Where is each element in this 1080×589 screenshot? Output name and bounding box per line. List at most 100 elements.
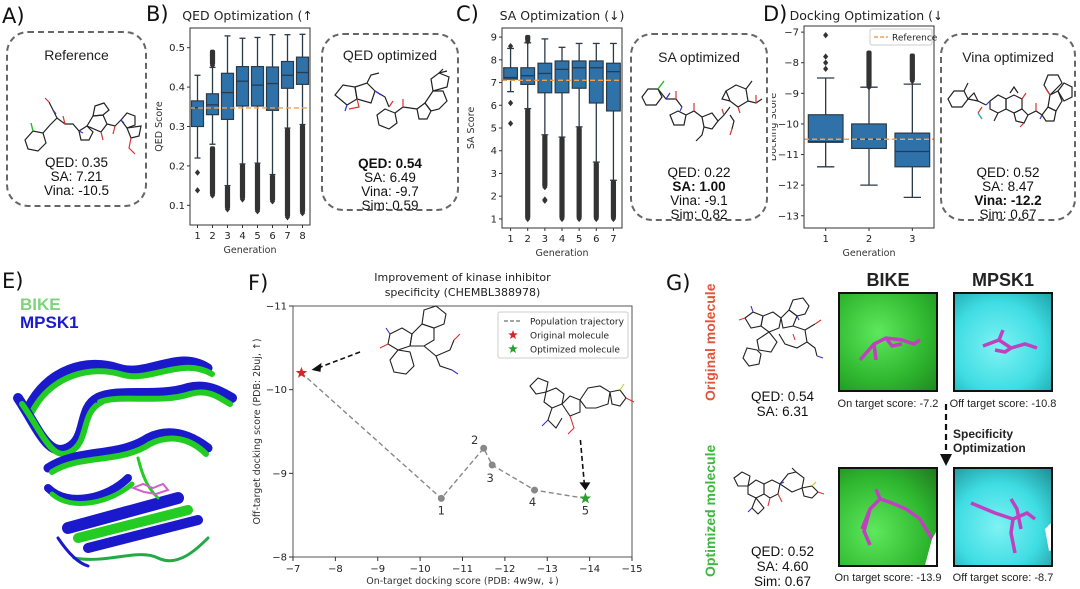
outlier-point: [269, 198, 276, 205]
y-tick-label: 8: [491, 55, 497, 66]
sa-optimized-stat-sim: Sim: 0.82: [670, 207, 728, 222]
outlier-point: [542, 197, 548, 204]
vina-optimized-stat-sa: SA: 8.47: [982, 179, 1034, 194]
x-tick-label: 5: [254, 231, 260, 242]
outlier-point: [823, 53, 829, 60]
outlier-cluster: [593, 162, 599, 219]
box-4: [235, 66, 250, 107]
outlier-point: [239, 196, 246, 203]
protein-legend: BIKE MPSK1: [20, 296, 79, 332]
panel-label-d: D): [763, 2, 788, 26]
box-5: [571, 60, 587, 89]
chart-title: QED Optimization (↑): [182, 8, 312, 23]
qed-optimized-stat-sa: SA: 6.49: [364, 170, 416, 185]
outlier-cluster: [209, 146, 216, 196]
x-tick-label: 6: [593, 234, 599, 245]
row-label-original: Original molecule: [702, 283, 718, 401]
reference-card: Reference QED: 0.35 SA: 7.21 Vina: -10.5: [6, 31, 147, 207]
x-tick-label: 1: [507, 234, 513, 245]
y-tick-label: 6: [491, 101, 497, 112]
y-tick-label: −8: [784, 58, 799, 69]
panel-label-a: A): [2, 4, 25, 28]
sa-optimized-stat-qed: QED: 0.22: [667, 165, 731, 180]
caption-optimized-off-target: Off target score: -8.7: [952, 572, 1054, 584]
oxygen-bond: [567, 397, 635, 435]
y-tick-label: 3: [491, 169, 497, 180]
qed-optimized-card: QED optimized QED: 0.54 SA: 6.49 Vina: -…: [321, 33, 459, 213]
outlier-point: [194, 169, 201, 176]
x-tick-label: 6: [269, 231, 275, 242]
vina-optimized-stat-qed: QED: 0.52: [976, 165, 1040, 180]
x-tick-label: −11: [452, 564, 473, 575]
plot-frame: [189, 27, 311, 226]
x-tick-label: 7: [610, 234, 616, 245]
optimized-molecule-inset: [529, 377, 635, 435]
y-tick-label: −7: [784, 28, 799, 39]
specificity-trajectory-chart: Improvement of kinase inhibitor specifici…: [252, 271, 643, 586]
reference-card-title: Reference: [44, 47, 109, 63]
box-6: [265, 66, 280, 111]
reference-stat-vina: Vina: -10.5: [43, 183, 110, 198]
y-tick-label: 9: [491, 33, 497, 44]
box-1: [503, 67, 519, 80]
outlier-point: [507, 99, 514, 107]
qed-optimized-stat-qed: QED: 0.54: [358, 156, 422, 171]
y-tick-label: 0.3: [169, 122, 185, 133]
original-stat-qed: QED: 0.54: [750, 389, 815, 404]
ligand-icon: [130, 482, 170, 496]
outlier-cluster: [542, 134, 548, 188]
nitrogen-bond: [541, 419, 549, 427]
row-label-optimized: Optimized molecule: [702, 444, 718, 577]
qed-optimized-card-title: QED optimized: [342, 47, 438, 63]
outlier-point: [823, 31, 829, 39]
point-label: 1: [438, 503, 445, 517]
sa-optimized-stat-vina: Vina: -9.1: [670, 193, 728, 208]
y-axis-label: SA Score: [466, 107, 477, 149]
box-5: [250, 66, 265, 107]
x-tick-label: −13: [537, 564, 558, 575]
outlier-cluster: [239, 163, 246, 200]
legend-label-optimized: Optimized molecule: [530, 346, 620, 356]
qed-optimized-molecule-structure: [334, 68, 450, 130]
x-tick-label: −7: [286, 564, 301, 575]
box-3: [220, 72, 235, 121]
x-tick-label: 2: [866, 234, 872, 245]
x-tick-label: −12: [494, 564, 515, 575]
y-tick-label: 0.4: [169, 83, 185, 94]
original-molecule-stats: QED: 0.54 SA: 6.31: [735, 389, 830, 419]
outlier-point: [254, 208, 261, 215]
y-tick-label: −9: [784, 89, 799, 100]
legend-box: [869, 28, 933, 46]
qed-optimized-stats: QED: 0.54 SA: 6.49 Vina: -9.7 Sim: 0.59: [323, 157, 457, 213]
trajectory-point-4: [531, 486, 539, 494]
legend-swatch-optimized: [508, 344, 518, 354]
outlier-cluster: [909, 53, 915, 82]
ring: [529, 377, 549, 395]
outlier-point: [576, 215, 582, 223]
point-label: 5: [582, 503, 589, 517]
reference-stat-sa: SA: 7.21: [50, 169, 103, 184]
optimized-stat-qed: QED: 0.52: [750, 544, 815, 559]
bike-optimized-pose-image: [838, 467, 938, 567]
legend-mpsk1: MPSK1: [20, 313, 79, 332]
vina-optimized-stat-sim: Sim: 0.67: [979, 207, 1037, 222]
y-axis-label: Off-target docking score (PDB: 2buj, ↑): [252, 338, 263, 524]
outlier-point: [559, 215, 565, 223]
legend-label-original: Original molecule: [530, 332, 610, 342]
y-tick-label: −12: [778, 181, 799, 192]
sa-optimized-stats: QED: 0.22 SA: 1.00 Vina: -9.1 Sim: 0.82: [632, 166, 766, 222]
qed-optimized-stat-sim: Sim: 0.59: [361, 198, 419, 213]
point-label: 2: [471, 433, 478, 447]
y-tick-label: 1: [491, 214, 497, 225]
x-tick-label: −8: [328, 564, 343, 575]
original-molecule-structure: [738, 297, 824, 367]
panel-label-g: G): [666, 271, 691, 295]
outlier-point: [209, 62, 216, 69]
y-tick-label: 4: [491, 146, 497, 157]
chart-title-line2: specificity (CHEMBL388978): [385, 286, 541, 299]
point-label: 3: [486, 471, 493, 485]
ring: [609, 389, 627, 407]
optimized-molecule-marker: [579, 492, 592, 504]
optimized-stat-sa: SA: 4.60: [756, 559, 809, 574]
